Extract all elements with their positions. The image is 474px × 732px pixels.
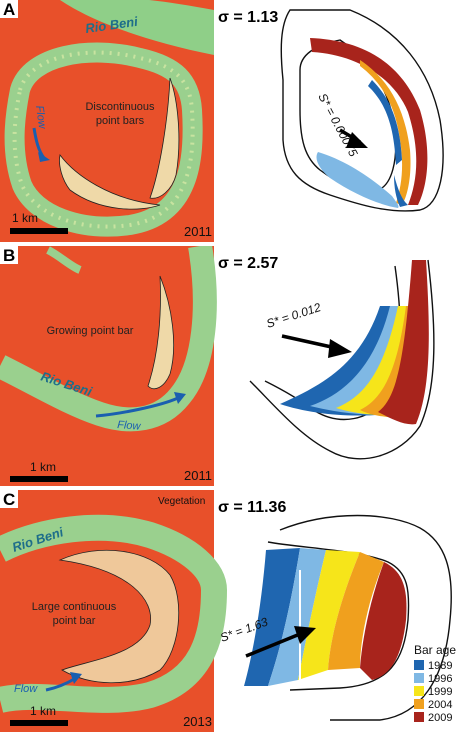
flow-label-a: Flow	[33, 105, 48, 131]
panel-a-bar-map	[280, 9, 444, 212]
panel-c: Rio Beni Large continuous point bar Flow…	[0, 490, 474, 732]
legend-label-1989: 1989	[428, 660, 452, 672]
panel-letter-bg-b	[0, 246, 18, 264]
sigma-label-a: σ = 1.13	[218, 9, 278, 26]
scale-bar-c	[10, 720, 68, 726]
legend-swatch-1999	[414, 686, 424, 696]
panel-a: Rio Beni Discontinuous point bars Flow 1…	[0, 0, 474, 242]
scale-bar-b	[10, 476, 68, 482]
panel-letter-b: B	[3, 246, 15, 265]
panel-b-bar-map	[249, 259, 435, 460]
panel-c-satellite-image	[0, 490, 227, 732]
year-label-b: 2011	[184, 468, 212, 483]
legend-swatch-1996	[414, 673, 424, 683]
legend-swatch-2009	[414, 712, 424, 722]
bar-label-a-line1: Discontinuous	[85, 101, 155, 113]
bar-label-c-line1: Large continuous	[32, 601, 117, 613]
flow-label-b: Flow	[117, 419, 142, 433]
s-arrow-b	[281, 334, 337, 350]
year-label-a: 2011	[184, 224, 212, 239]
panel-a-satellite-image	[0, 0, 214, 242]
s-arrowhead-a	[346, 132, 368, 148]
legend-label-1999: 1999	[428, 686, 452, 698]
legend-swatch-1989	[414, 660, 424, 670]
scale-label-b: 1 km	[30, 460, 56, 474]
panel-c-graphic: Rio Beni Large continuous point bar Flow…	[0, 490, 456, 732]
panel-letter-c: C	[3, 490, 15, 509]
s-arrow-c	[245, 632, 301, 658]
s-arrowhead-b	[328, 339, 352, 358]
flow-arrowhead-c	[70, 672, 82, 684]
flow-label-c: Flow	[14, 683, 38, 695]
flow-arrowhead-a	[38, 152, 50, 162]
s-arrowhead-c	[294, 626, 316, 644]
legend-swatch-2004	[414, 699, 424, 709]
year-label-c: 2013	[183, 714, 212, 729]
panel-letter-bg-a	[0, 0, 18, 18]
bar-label-c-line2: point bar	[53, 615, 96, 627]
bar-label-a-line2: point bars	[96, 115, 145, 127]
scale-bar-a	[10, 228, 68, 234]
scale-label-c: 1 km	[30, 704, 56, 718]
legend-label-1996: 1996	[428, 673, 452, 685]
panel-b: Rio Beni Growing point bar Flow 1 km 201…	[0, 246, 474, 486]
sigma-label-c: σ = 11.36	[218, 499, 286, 516]
s-label-b: S* = 0.012	[265, 300, 323, 331]
scale-label-a: 1 km	[12, 211, 38, 225]
legend-label-2004: 2004	[428, 699, 452, 711]
panel-letter-a: A	[3, 0, 15, 19]
legend-label-2009: 2009	[428, 712, 452, 724]
flow-arrowhead-b	[174, 392, 186, 404]
panel-letter-bg-c	[0, 490, 18, 508]
panel-b-satellite-image	[0, 246, 217, 486]
s-label-a: S* = 0.00075	[315, 91, 360, 159]
vegetation-label: Vegetation	[158, 496, 205, 507]
panel-a-graphic: Rio Beni Discontinuous point bars Flow 1…	[0, 0, 444, 242]
sigma-label-b: σ = 2.57	[218, 255, 278, 272]
panel-b-graphic: Rio Beni Growing point bar Flow 1 km 201…	[0, 246, 435, 486]
bar-age-legend: Bar age 1989 1996 1999 2004 2009	[414, 643, 456, 724]
flow-arrow-b	[95, 396, 179, 418]
bar-label-b: Growing point bar	[47, 325, 134, 337]
river-label-a: Rio Beni	[84, 14, 139, 36]
legend-title: Bar age	[414, 643, 456, 657]
